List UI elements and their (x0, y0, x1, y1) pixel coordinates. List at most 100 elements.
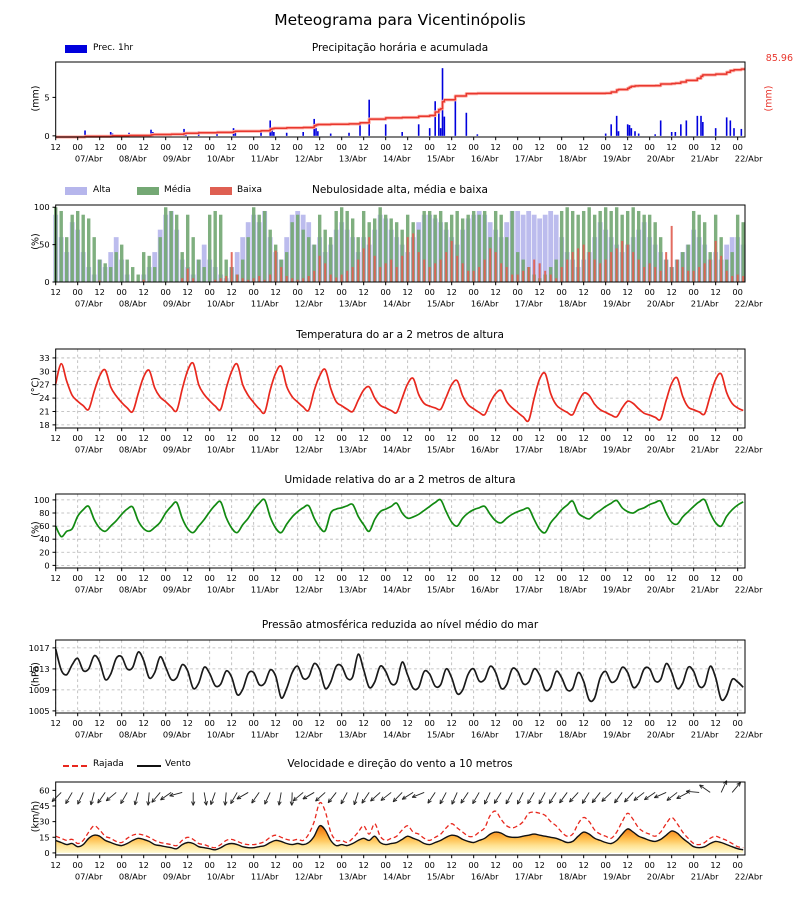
cloud-baixa-bar (637, 259, 640, 282)
clouds-x-hour-tick-label: 12 (446, 287, 457, 297)
pressure-x-hour-tick-label: 12 (50, 718, 61, 728)
humidity-x-date-tick-label: 11/Abr (251, 585, 279, 595)
pressure-x-hour-tick-label: 12 (578, 718, 589, 728)
pressure-x-hour-tick-label: 12 (402, 718, 413, 728)
temperature-x-hour-tick-label: 12 (710, 433, 721, 443)
cloud-baixa-bar (335, 277, 338, 282)
wind-x-hour-tick-label: 00 (380, 860, 391, 870)
precip-x-hour-tick-label: 00 (160, 142, 171, 152)
wind-x-date-tick-label: 07/Abr (75, 872, 103, 882)
pressure-y-axis-label: (hPa) (30, 662, 42, 687)
humidity-x-hour-tick-label: 12 (710, 573, 721, 583)
wind-x-hour-tick-label: 00 (248, 860, 259, 870)
wind-direction-arrow (460, 792, 469, 804)
cloud-baixa-bar (324, 263, 327, 282)
wind-x-hour-tick-label: 00 (732, 860, 743, 870)
precip-x-hour-tick-label: 00 (688, 142, 699, 152)
wind-x-hour-tick-label: 00 (468, 860, 479, 870)
wind-x-hour-tick-label: 00 (160, 860, 171, 870)
precip-x-hour-tick-label: 00 (204, 142, 215, 152)
wind-x-hour-tick-label: 12 (358, 860, 369, 870)
precip-bar (359, 125, 361, 136)
cloud-média-bar (339, 207, 344, 282)
temperature-x-hour-tick-label: 12 (226, 433, 237, 443)
cloud-média-bar (598, 210, 602, 282)
clouds-x-hour-tick-label: 12 (490, 287, 501, 297)
precip-y-axis-label: (mm) (30, 85, 42, 112)
precip-bar (234, 131, 237, 136)
precip-x-hour-tick-label: 12 (182, 142, 193, 152)
clouds-x-hour-tick-label: 00 (116, 287, 127, 297)
rajada-legend-line (63, 765, 87, 767)
cloud-baixa-bar (362, 248, 365, 282)
wind-x-hour-tick-label: 12 (270, 860, 281, 870)
cloud-baixa-bar (236, 274, 239, 282)
cloud-média-bar (317, 214, 322, 282)
wind-direction-arrow (380, 792, 392, 801)
precip-bar (384, 124, 387, 136)
humidity-title: Umidade relativa do ar a 2 metros de alt… (284, 474, 516, 486)
cloud-média-bar (565, 207, 569, 282)
cloud-baixa-bar (654, 267, 657, 282)
wind-direction-arrow (120, 792, 128, 805)
precip-bar (659, 120, 662, 136)
temperature-x-date-tick-label: 14/Abr (383, 445, 411, 455)
clouds-x-date-tick-label: 18/Abr (559, 299, 587, 309)
cloud-média-bar (510, 210, 514, 282)
precip-bar (674, 132, 677, 136)
cloud-média-bar (697, 214, 701, 282)
precip-x-hour-tick-label: 00 (72, 142, 83, 152)
clouds-x-hour-tick-label: 12 (94, 287, 105, 297)
wind-x-date-tick-label: 10/Abr (207, 872, 235, 882)
cloud-baixa-bar (225, 276, 228, 282)
precip-x-hour-tick-label: 12 (534, 142, 545, 152)
wind-direction-arrow (353, 792, 359, 806)
precip-x-hour-tick-label: 00 (556, 142, 567, 152)
clouds-x-hour-tick-label: 12 (50, 287, 61, 297)
temperature-x-date-tick-label: 07/Abr (75, 445, 103, 455)
clouds-y-tick-label: 0 (44, 277, 49, 287)
clouds-x-hour-tick-label: 12 (534, 287, 545, 297)
cloud-baixa-bar (538, 263, 541, 282)
pressure-x-date-tick-label: 17/Abr (515, 730, 543, 740)
cloud-média-bar (702, 222, 707, 282)
wind-direction-arrow (493, 792, 502, 804)
cloud-baixa-legend-label: Baixa (237, 185, 263, 195)
pressure-x-hour-tick-label: 00 (336, 718, 347, 728)
precip-accumulated-total: 85.96 (765, 53, 793, 64)
clouds-x-hour-tick-label: 12 (666, 287, 677, 297)
cloud-média-bar (691, 210, 696, 282)
wind-direction-arrow (302, 792, 315, 800)
humidity-y-tick-label: 0 (44, 560, 49, 570)
cloud-baixa-bar (516, 274, 519, 282)
cloud-média-bar (147, 255, 151, 282)
pressure-x-hour-tick-label: 00 (424, 718, 435, 728)
wind-y-tick-label: 45 (39, 801, 50, 811)
pressure-x-hour-tick-label: 12 (534, 718, 545, 728)
precip-x-hour-tick-label: 00 (424, 142, 435, 152)
pressure-x-hour-tick-label: 00 (468, 718, 479, 728)
wind-y-tick-label: 60 (39, 785, 50, 795)
cloud-baixa-bar (681, 267, 684, 282)
cloud-baixa-bar (698, 267, 701, 282)
wind-direction-arrow (133, 792, 139, 806)
precip-bar (685, 120, 688, 136)
wind-x-date-tick-label: 12/Abr (295, 872, 323, 882)
cloud-média-bar (642, 214, 646, 282)
cloud-baixa-bar (269, 274, 272, 282)
precip-x-hour-tick-label: 12 (446, 142, 457, 152)
pressure-x-date-tick-label: 08/Abr (119, 730, 147, 740)
humidity-x-date-tick-label: 18/Abr (559, 585, 587, 595)
clouds-x-hour-tick-label: 12 (226, 287, 237, 297)
wind-direction-arrow (427, 792, 436, 804)
wind-direction-arrow (614, 792, 623, 804)
wind-x-hour-tick-label: 12 (534, 860, 545, 870)
cloud-baixa-bar (483, 259, 486, 282)
cloud-média-bar (444, 222, 448, 282)
cloud-baixa-bar (263, 279, 266, 282)
wind-direction-arrow (315, 792, 326, 802)
temperature-x-hour-tick-label: 00 (512, 433, 523, 443)
wind-direction-arrow (277, 792, 282, 806)
wind-x-hour-tick-label: 12 (402, 860, 413, 870)
cloud-baixa-bar (494, 252, 497, 282)
